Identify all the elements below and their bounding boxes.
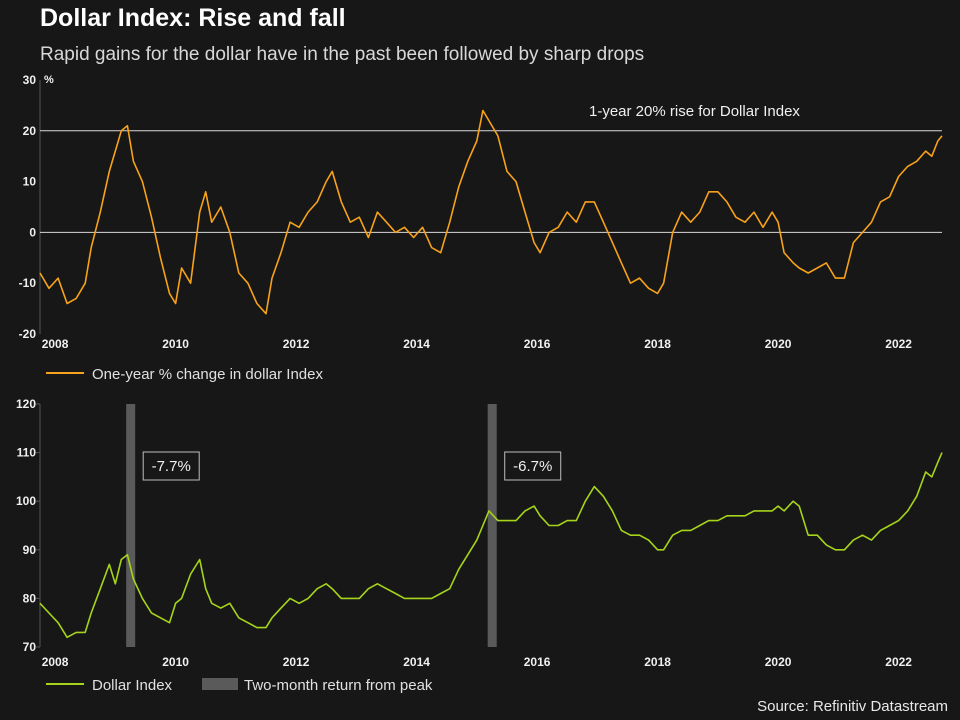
bottom-y-tick-label: 80	[23, 591, 37, 605]
top-x-tick-label: 2022	[885, 337, 912, 351]
shaded-period-label: -7.7%	[152, 458, 191, 475]
top-y-tick-label: 0	[29, 225, 36, 239]
top-y-tick-label: -10	[19, 276, 37, 290]
bottom-x-tick-label: 2010	[162, 655, 189, 669]
legend-one-year-change: One-year % change in dollar Index	[92, 366, 323, 383]
legend-dollar-index: Dollar Index	[92, 677, 173, 694]
bottom-y-tick-label: 90	[23, 543, 37, 557]
legend-two-month-return: Two-month return from peak	[244, 677, 433, 694]
bottom-y-tick-label: 120	[16, 397, 36, 411]
top-y-tick-label: 30	[23, 73, 37, 87]
top-x-tick-label: 2012	[283, 337, 310, 351]
one-year-change-line	[39, 109, 943, 315]
bottom-x-tick-label: 2014	[403, 655, 430, 669]
reference-line-label: 1-year 20% rise for Dollar Index	[589, 103, 800, 120]
legend-gray-swatch	[202, 678, 238, 690]
top-y-tick-label: 20	[23, 124, 37, 138]
top-x-tick-label: 2008	[42, 337, 69, 351]
chart-subtitle: Rapid gains for the dollar have in the p…	[40, 44, 645, 65]
bottom-y-tick-label: 70	[23, 640, 37, 654]
source-note: Source: Refinitiv Datastream	[757, 698, 948, 715]
shaded-period-bar	[126, 404, 136, 647]
top-x-tick-label: 2014	[403, 337, 430, 351]
shaded-periods: -7.7% -6.7%	[126, 404, 562, 647]
shaded-period-label-box	[504, 451, 562, 481]
bottom-x-tick-label: 2016	[524, 655, 551, 669]
bottom-x-tick-label: 2012	[283, 655, 310, 669]
bottom-y-ticks: 120 110 100 90 80 70	[16, 397, 40, 654]
bottom-x-tick-label: 2020	[765, 655, 792, 669]
top-x-tick-label: 2018	[644, 337, 671, 351]
bottom-y-tick-label: 100	[16, 494, 36, 508]
bottom-x-tick-label: 2018	[644, 655, 671, 669]
top-y-tick-label: 10	[23, 175, 37, 189]
bottom-x-tick-label: 2022	[885, 655, 912, 669]
top-y-tick-label: -20	[19, 327, 37, 341]
top-x-tick-label: 2016	[524, 337, 551, 351]
shaded-period-label: -6.7%	[513, 458, 552, 475]
chart-title: Dollar Index: Rise and fall	[40, 4, 346, 32]
top-x-tick-label: 2020	[765, 337, 792, 351]
top-y-ticks: 30 20 10 0 -10 -20	[19, 73, 37, 341]
top-panel: 1-year 20% rise for Dollar Index % 30201…	[19, 73, 943, 383]
top-x-tick-label: 2010	[162, 337, 189, 351]
top-x-ticks: 2008 2010 2012 2014 2016 2018 2020 2022	[42, 337, 913, 351]
bottom-y-tick-label: 110	[17, 446, 37, 460]
bottom-x-ticks: 2008 2010 2012 2014 2016 2018 2020 2022	[42, 655, 913, 669]
shaded-period-bar	[487, 404, 497, 647]
bottom-x-tick-label: 2008	[42, 655, 69, 669]
top-y-unit: %	[44, 74, 54, 86]
shaded-period-label-box	[142, 451, 200, 481]
dollar-index-line	[39, 452, 943, 639]
